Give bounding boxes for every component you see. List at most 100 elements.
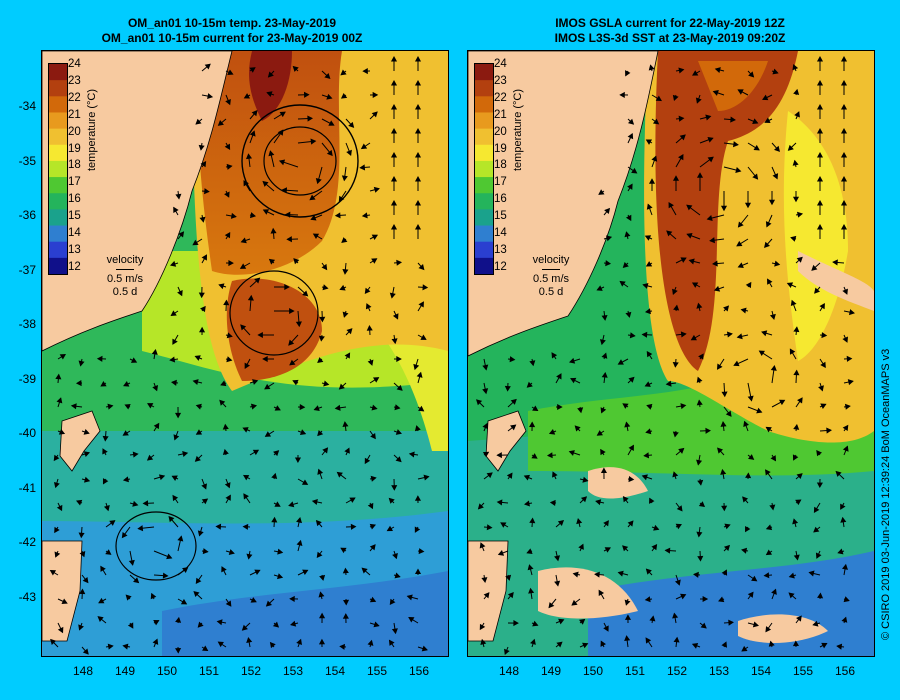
current-arrowhead	[344, 352, 351, 359]
current-arrowhead	[57, 626, 64, 634]
current-arrowhead	[98, 597, 105, 604]
colorbar-swatch	[475, 80, 493, 97]
current-arrowhead	[770, 455, 777, 462]
right-title-line1: IMOS GSLA current for 22-May-2019 12Z	[555, 16, 785, 30]
longitude-label: 156	[834, 664, 856, 678]
current-arrowhead	[152, 638, 159, 645]
current-arrowhead	[151, 348, 158, 355]
current-arrowhead	[509, 356, 516, 363]
current-arrowhead	[273, 450, 280, 457]
current-arrowhead	[240, 237, 247, 244]
current-arrowhead	[408, 451, 415, 458]
current-arrowhead	[482, 422, 489, 430]
current-arrowhead	[132, 451, 139, 458]
current-arrowhead	[788, 592, 795, 599]
longitude-label: 151	[624, 664, 646, 678]
current-arrowhead	[266, 91, 273, 98]
current-arrowhead	[726, 331, 733, 338]
current-arrowhead	[771, 588, 777, 595]
current-arrowhead	[840, 79, 848, 86]
current-arrowhead	[672, 288, 678, 296]
current-arrowhead	[764, 117, 771, 124]
velocity-legend-title: velocity	[532, 254, 570, 266]
current-arrowhead	[655, 95, 663, 102]
current-arrowhead	[177, 535, 184, 542]
colorbar-tick-label: 22	[494, 91, 507, 104]
current-arrowhead	[624, 421, 631, 428]
current-arrowhead	[288, 501, 295, 508]
current-arrowhead	[250, 403, 258, 410]
current-arrowhead	[78, 360, 85, 367]
current-arrowhead	[696, 376, 703, 383]
current-arrowhead	[414, 79, 422, 86]
current-arrowhead	[748, 454, 755, 460]
current-arrowhead	[600, 448, 606, 456]
current-arrowhead	[504, 648, 510, 655]
current-arrowhead	[197, 530, 204, 537]
current-arrowhead	[718, 596, 725, 603]
colorbar-label: temperature (°C)	[86, 88, 98, 171]
current-arrowhead	[170, 310, 177, 317]
current-arrowhead	[793, 88, 800, 96]
current-arrowhead	[696, 531, 703, 538]
current-arrowhead	[579, 618, 586, 625]
longitude-label: 152	[240, 664, 262, 678]
current-arrowhead	[192, 379, 199, 386]
current-arrowhead	[479, 542, 486, 549]
current-arrowhead	[326, 149, 333, 157]
current-arrowhead	[720, 468, 727, 475]
current-arrowhead	[199, 216, 206, 223]
current-arrowhead	[394, 404, 401, 411]
current-arrowhead	[299, 429, 307, 435]
colorbar-swatch	[475, 112, 493, 130]
current-arrowhead	[792, 640, 800, 647]
current-arrowhead	[691, 643, 699, 649]
current-arrowhead	[582, 476, 589, 483]
current-arrowhead	[526, 381, 533, 388]
current-arrowhead	[388, 639, 395, 646]
current-arrowhead	[310, 214, 317, 221]
current-arrowhead	[414, 199, 422, 206]
current-arrowhead	[55, 373, 62, 380]
current-arrowhead	[388, 497, 395, 504]
current-arrowhead	[548, 602, 555, 609]
current-arrowhead	[705, 114, 712, 121]
longitude-label: 154	[324, 664, 346, 678]
colorbar-swatch	[475, 64, 493, 81]
current-arrowhead	[496, 499, 503, 506]
current-arrowhead	[764, 469, 771, 476]
current-arrowhead	[842, 563, 849, 570]
current-arrowhead	[132, 500, 139, 507]
current-arrowhead	[123, 381, 130, 387]
current-arrowhead	[392, 313, 399, 320]
current-arrowhead	[672, 431, 679, 438]
current-arrowhead	[413, 363, 420, 371]
current-arrowhead	[274, 501, 281, 507]
satellite-sst-map[interactable]: 24 23 22 21 20 19 18 17 16 15 14 13 12 temperature (…	[467, 50, 875, 657]
current-arrowhead	[568, 450, 575, 456]
current-arrowhead	[764, 241, 770, 248]
velocity-legend-duration: 0.5 d	[538, 286, 564, 298]
current-arrowhead	[225, 494, 231, 501]
current-arrowhead	[792, 454, 799, 461]
longitude-label: 153	[708, 664, 730, 678]
current-arrowhead	[142, 500, 149, 507]
current-arrowhead	[96, 355, 103, 362]
current-arrowhead	[572, 571, 579, 578]
current-arrowhead	[340, 92, 348, 99]
current-arrowhead	[146, 454, 154, 461]
current-arrowhead	[317, 468, 324, 475]
current-arrowhead	[269, 641, 276, 649]
current-arrowhead	[696, 399, 703, 406]
velocity-legend-arrow	[516, 267, 586, 273]
colorbar-tick-label: 16	[68, 193, 81, 206]
current-arrowhead	[693, 571, 699, 578]
colorbar-tick-label: 16	[494, 193, 507, 206]
current-arrowhead	[127, 622, 134, 629]
current-arrowhead	[826, 427, 832, 434]
current-arrowhead	[705, 427, 712, 434]
velocity-legend-arrow	[90, 267, 160, 273]
model-temperature-map[interactable]: 24 23 22 21 20 19 18 17 16 15 14 13 12 temperature (…	[41, 50, 449, 657]
current-arrowhead	[599, 339, 606, 346]
current-arrowhead	[735, 167, 742, 173]
